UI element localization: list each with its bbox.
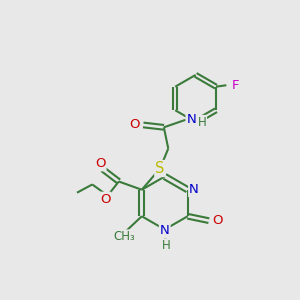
Text: O: O — [95, 157, 106, 170]
Text: N: N — [189, 183, 199, 196]
Text: CH₃: CH₃ — [113, 230, 135, 243]
Text: O: O — [212, 214, 223, 227]
Text: H: H — [197, 116, 206, 129]
Text: O: O — [129, 118, 140, 131]
Text: O: O — [100, 193, 110, 206]
Text: S: S — [155, 161, 165, 176]
Text: N: N — [160, 224, 169, 237]
Text: F: F — [232, 79, 240, 92]
Text: N: N — [187, 113, 196, 127]
Text: H: H — [162, 239, 171, 252]
